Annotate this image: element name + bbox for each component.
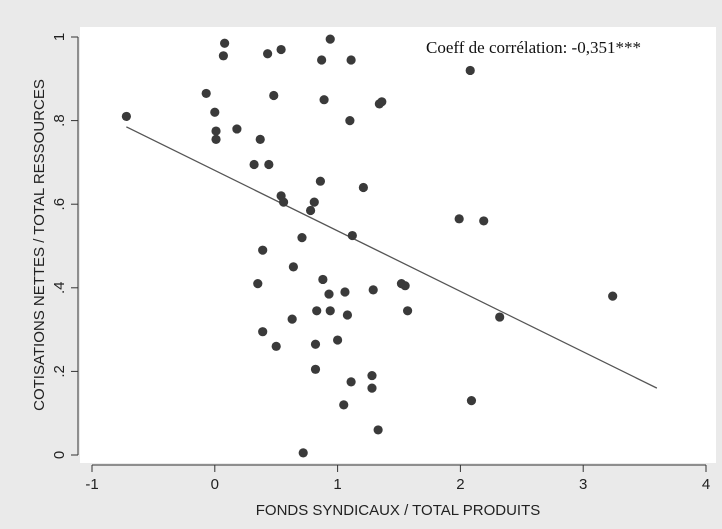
- x-axis: -1 0 1 2 3 4: [85, 464, 710, 493]
- data-point: [305, 205, 316, 216]
- data-point: [210, 107, 220, 117]
- data-point: [211, 126, 221, 136]
- plot-area: [80, 27, 716, 463]
- x-tick-label: 1: [333, 476, 341, 493]
- data-point: [368, 285, 378, 295]
- x-tick-label: 3: [579, 476, 587, 493]
- data-point: [373, 425, 383, 435]
- data-point: [367, 370, 377, 381]
- data-point: [255, 134, 265, 145]
- data-point: [253, 279, 263, 289]
- regression-line: [126, 126, 658, 389]
- data-point: [201, 88, 211, 99]
- y-tick-label: .8: [51, 114, 68, 127]
- y-axis-title: COTISATIONS NETTES / TOTAL RESSOURCES: [31, 79, 48, 411]
- data-point: [276, 44, 286, 55]
- data-point: [400, 281, 410, 291]
- data-point: [121, 111, 131, 122]
- data-point: [271, 341, 281, 351]
- data-point: [278, 197, 289, 207]
- data-point: [258, 245, 268, 255]
- x-tick-label: 2: [456, 476, 464, 493]
- data-point: [347, 230, 357, 241]
- data-point: [342, 310, 353, 320]
- data-point: [315, 176, 326, 186]
- data-point: [346, 377, 356, 387]
- data-point: [317, 55, 327, 65]
- x-tick-label: -1: [85, 476, 98, 493]
- data-point: [312, 306, 322, 316]
- data-point: [297, 233, 307, 243]
- data-point: [288, 262, 298, 272]
- data-point: [402, 306, 413, 316]
- y-tick-label: .6: [51, 198, 68, 211]
- data-point: [465, 65, 475, 76]
- data-point: [608, 291, 618, 301]
- data-point: [287, 314, 297, 324]
- data-point: [309, 197, 319, 207]
- y-axis: 0 .2 .4 .6 .8 1: [51, 33, 79, 459]
- y-tick-label: .2: [51, 365, 68, 378]
- y-tick-label: 0: [51, 451, 68, 459]
- data-point: [263, 49, 273, 59]
- data-point: [269, 90, 279, 101]
- data-point: [346, 55, 356, 65]
- data-point: [345, 116, 355, 126]
- data-point: [333, 335, 343, 345]
- data-point: [249, 159, 259, 170]
- data-point: [310, 339, 321, 349]
- data-point: [339, 400, 349, 410]
- data-point: [367, 383, 377, 393]
- data-point: [318, 274, 328, 285]
- data-point: [211, 134, 221, 145]
- data-point: [358, 182, 368, 193]
- data-point: [324, 289, 334, 299]
- data-point: [310, 364, 321, 374]
- data-point: [340, 287, 350, 297]
- regression-line-group: [126, 126, 658, 389]
- data-point: [232, 124, 242, 134]
- x-axis-title: FONDS SYNDICAUX / TOTAL PRODUITS: [256, 502, 541, 519]
- data-point: [264, 159, 274, 170]
- data-point: [377, 97, 387, 107]
- y-tick-label: 1: [51, 33, 68, 41]
- data-point: [325, 34, 335, 44]
- y-tick-label: .4: [51, 282, 68, 295]
- data-point: [495, 312, 505, 322]
- data-point: [319, 95, 329, 105]
- data-point: [298, 448, 308, 458]
- data-point: [466, 396, 477, 406]
- data-point: [479, 216, 489, 226]
- data-point: [325, 306, 335, 316]
- x-tick-label: 4: [702, 476, 710, 493]
- data-point: [218, 51, 228, 61]
- data-points: [121, 34, 618, 458]
- data-point: [258, 327, 268, 337]
- x-tick-label: 0: [211, 476, 219, 493]
- data-point: [454, 214, 464, 224]
- correlation-annotation: Coeff de corrélation: -0,351***: [426, 38, 641, 57]
- data-point: [220, 38, 230, 48]
